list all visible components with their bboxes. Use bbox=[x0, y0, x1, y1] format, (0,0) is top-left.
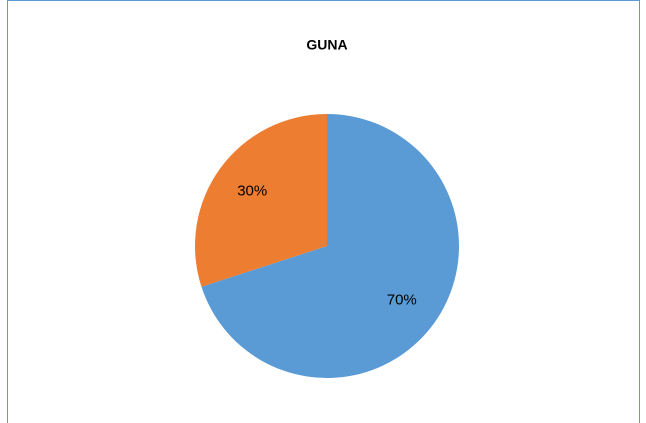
chart-title: GUNA bbox=[306, 37, 347, 53]
data-label: 70% bbox=[387, 291, 417, 308]
data-label: 30% bbox=[237, 183, 267, 200]
pie-slice bbox=[201, 114, 459, 378]
pie-slice bbox=[194, 113, 327, 287]
